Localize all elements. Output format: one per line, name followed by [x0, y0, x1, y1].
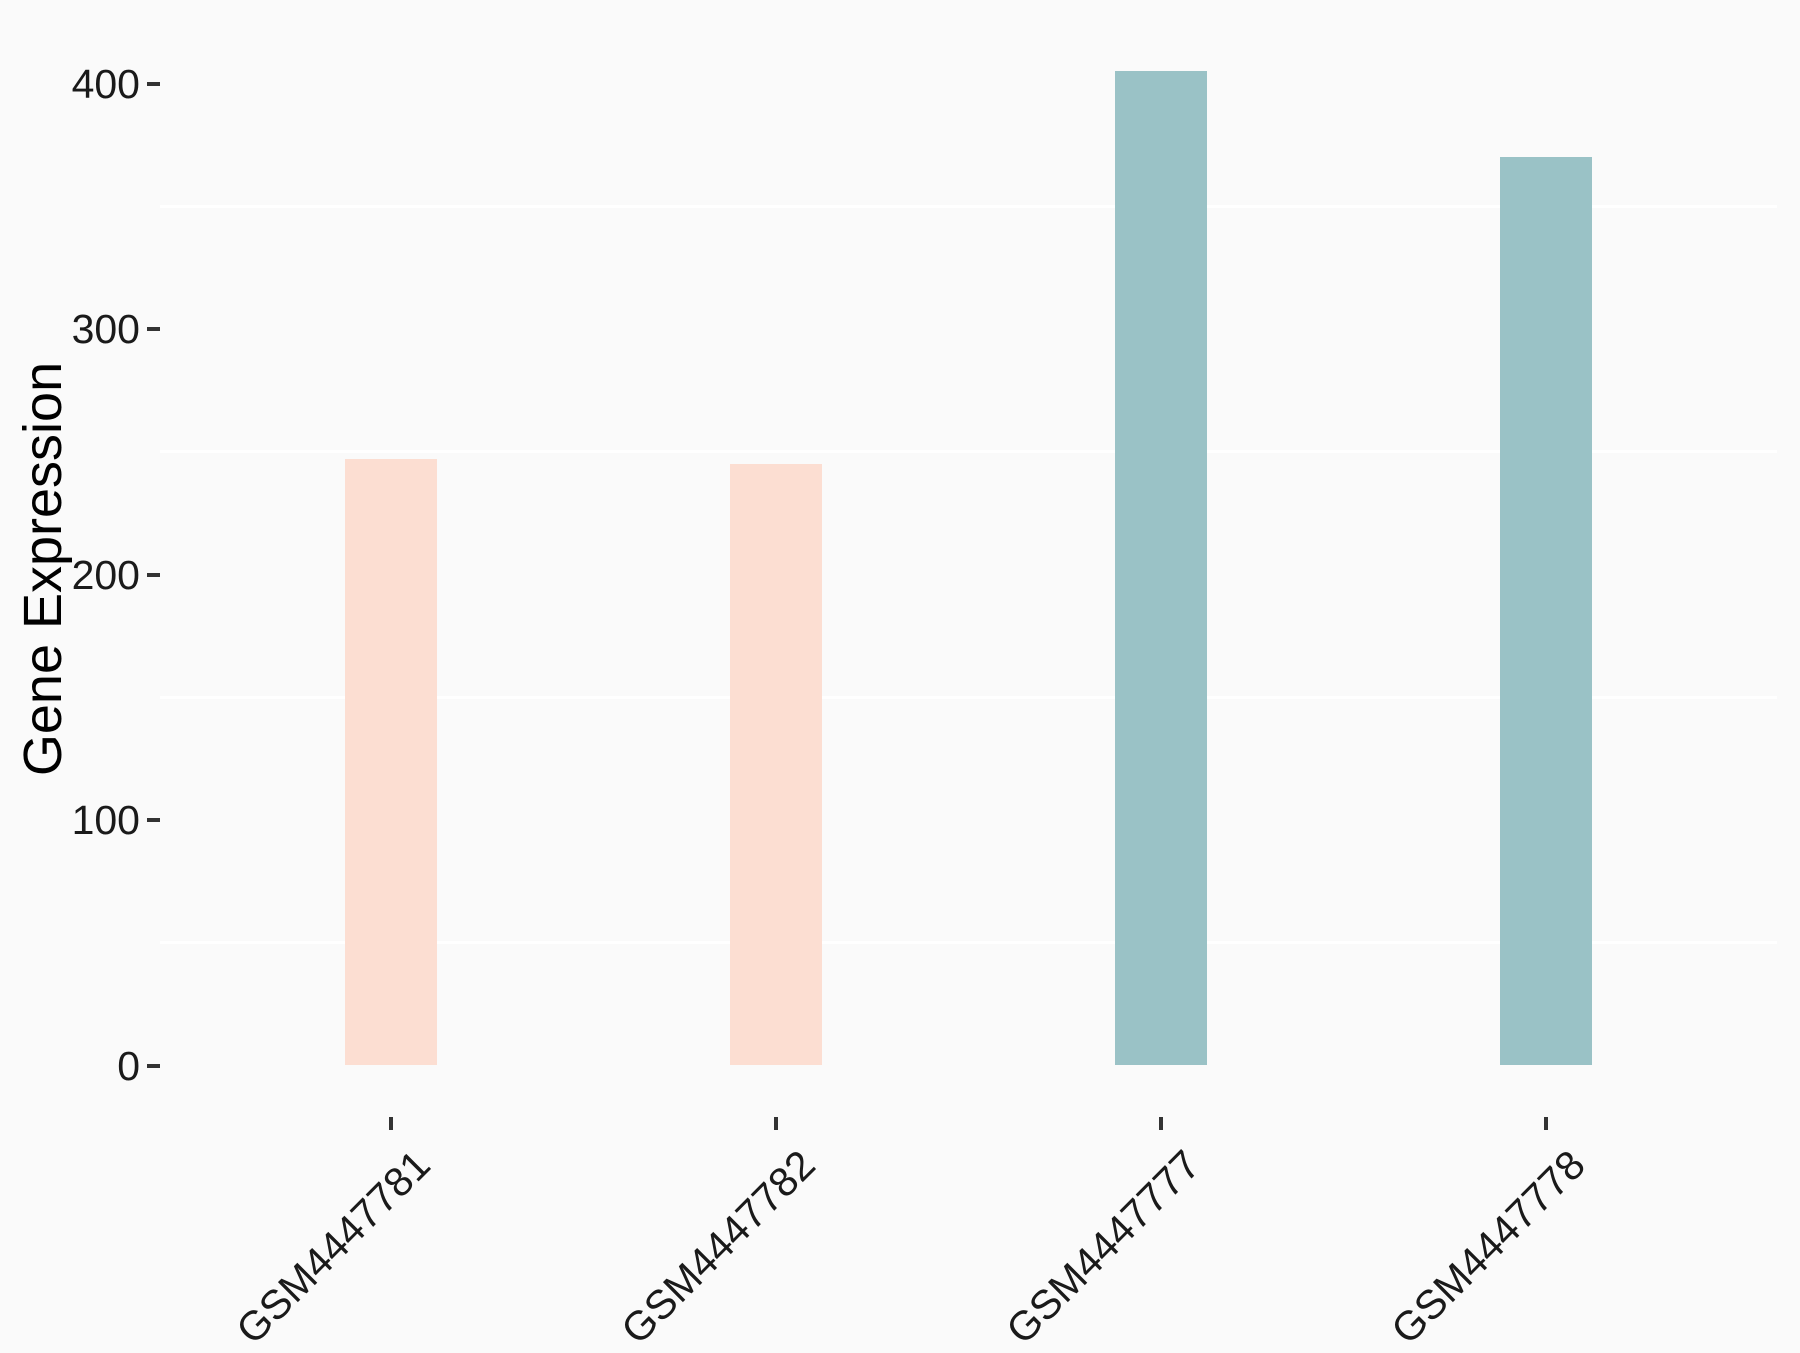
- bar-gsm4447777: [1115, 71, 1207, 1066]
- y-tick-200: [147, 572, 160, 577]
- y-tick-300: [147, 327, 160, 331]
- y-tick-100: [147, 818, 160, 822]
- y-tick-label-200: 200: [71, 551, 140, 598]
- minor-gridline-250: [160, 450, 1777, 454]
- y-tick-label-100: 100: [71, 797, 140, 843]
- y-axis-title: Gene Expression: [13, 361, 73, 777]
- bar-gsm4447782: [730, 464, 822, 1066]
- bar-gsm4447781: [345, 459, 437, 1066]
- y-tick-400: [147, 81, 160, 86]
- y-tick-label-400: 400: [71, 60, 140, 107]
- bar-gsm4447778: [1500, 157, 1592, 1066]
- x-tick-gsm4447782: [774, 1117, 778, 1130]
- minor-gridline-350: [160, 204, 1777, 208]
- y-tick-label-300: 300: [71, 306, 140, 352]
- y-tick-label-0: 0: [117, 1042, 140, 1089]
- x-tick-gsm4447781: [389, 1117, 393, 1130]
- y-tick-0: [147, 1063, 160, 1068]
- x-axis-label-gsm4447777: GSM4447777: [997, 1141, 1209, 1353]
- minor-gridline-150: [160, 695, 1777, 699]
- x-axis-label-gsm4447781: GSM4447781: [227, 1141, 439, 1353]
- x-axis-label-gsm4447782: GSM4447782: [612, 1141, 824, 1353]
- minor-gridline-50: [160, 941, 1777, 945]
- x-tick-gsm4447777: [1159, 1117, 1163, 1130]
- x-tick-gsm4447778: [1544, 1117, 1548, 1130]
- x-axis-label-gsm4447778: GSM4447778: [1382, 1141, 1594, 1353]
